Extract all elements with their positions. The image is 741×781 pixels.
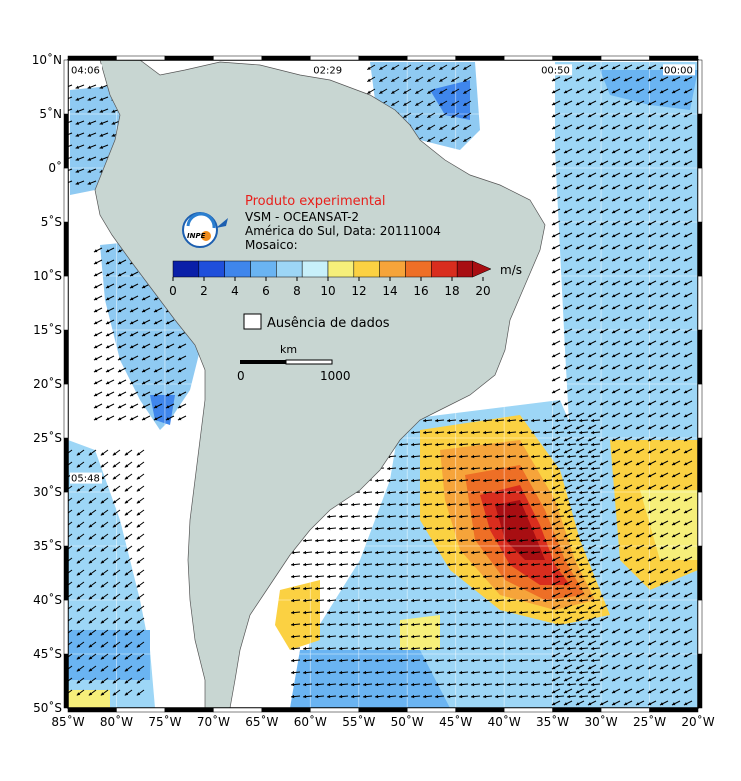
lon-tick-label: 65˚W [245,714,278,729]
colorbar-tick-label: 2 [200,284,208,298]
colorbar-swatch [327,260,355,278]
lat-tick-label: 10˚S [33,268,62,283]
lon-tick-label: 30˚W [585,714,618,729]
missing-data-label: Ausência de dados [267,316,390,331]
colorbar-swatch [301,260,329,278]
lat-tick-label: 5˚N [39,106,62,121]
lon-tick-label: 60˚W [294,714,327,729]
colorbar-swatch [198,260,225,278]
lat-tick-label: 45˚S [33,646,62,661]
inpe-logo: INPE [182,212,228,248]
legend-title: Produto experimental [245,194,386,209]
lon-tick-label: 75˚W [148,714,181,729]
scale-unit: km [280,343,297,356]
lon-tick-label: 50˚W [391,714,424,729]
colorbar-swatch [172,260,200,278]
colorbar-tick-label: 4 [231,284,239,298]
lat-tick-label: 35˚S [33,538,62,553]
lon-tick-label: 35˚W [536,714,569,729]
colorbar-swatch [353,260,380,278]
scale-bar: km 0 1000 [237,343,351,383]
lon-tick-label: 85˚W [51,714,84,729]
colorbar-swatch [456,260,473,278]
colorbar-tick-label: 0 [169,284,177,298]
lon-tick-label: 55˚W [342,714,375,729]
lat-tick-label: 30˚S [33,484,62,499]
lon-tick-label: 80˚W [100,714,133,729]
longitude-labels: 85˚W 80˚W 75˚W 70˚W 65˚W 60˚W 55˚W 50˚W 45˚W 40˚W… [51,714,714,729]
lat-tick-label: 25˚S [33,430,62,445]
latitude-labels: 10˚N 5˚N 0˚ 5˚S 10˚S 15˚S 20˚S 25˚S 30˚S 35˚S 40˚S… [32,52,62,715]
pass-time-label: 04:06 [71,65,100,76]
scale-end: 1000 [320,369,351,383]
lat-tick-label: 0˚ [48,160,62,175]
pass-time-labels: 04:06 02:29 00:50 00:00 05:48 [70,64,695,485]
legend-line2: América do Sul, Data: 20111004 [245,224,441,238]
legend: INPE Produto experimental VSM - OCEANSAT… [169,194,522,383]
colorbar-swatch [431,260,458,278]
colorbar-swatch [276,260,303,278]
lon-tick-label: 20˚W [681,714,714,729]
lon-tick-label: 45˚W [439,714,472,729]
lat-tick-label: 40˚S [33,592,62,607]
lat-tick-label: 20˚S [33,376,62,391]
colorbar [172,260,492,278]
colorbar-tick-label: 12 [351,284,366,298]
missing-data-swatch [243,313,262,330]
lat-tick-label: 5˚S [41,214,62,229]
colorbar-tick-labels: 0 2 4 6 8 10 12 14 16 18 20 [169,277,491,298]
pass-time-label: 00:00 [664,65,693,76]
colorbar-tick-label: 14 [382,284,397,298]
colorbar-swatch [250,260,277,278]
colorbar-swatch [379,260,406,278]
frame-ticks [63,55,703,713]
colorbar-swatch [224,260,251,278]
lat-tick-label: 50˚S [33,700,62,715]
logo-text: INPE [187,232,206,240]
lat-tick-label: 10˚N [32,52,62,67]
legend-line3: Mosaico: [245,238,298,252]
lon-tick-label: 25˚W [633,714,666,729]
colorbar-tick-label: 16 [413,284,428,298]
legend-line1: VSM - OCEANSAT-2 [245,210,359,224]
colorbar-tick-label: 18 [444,284,459,298]
pass-time-label: 02:29 [313,65,342,76]
colorbar-tick-label: 6 [262,284,270,298]
scale-start: 0 [237,369,245,383]
lon-tick-label: 40˚W [488,714,521,729]
pass-time-label: 00:50 [541,65,570,76]
lat-tick-label: 15˚S [33,322,62,337]
colorbar-unit: m/s [500,263,522,277]
colorbar-tick-label: 8 [293,284,301,298]
lon-tick-label: 70˚W [197,714,230,729]
colorbar-tick-label: 10 [320,284,335,298]
colorbar-tick-label: 20 [475,284,490,298]
pass-time-label: 05:48 [71,474,100,485]
colorbar-swatch [405,260,432,278]
